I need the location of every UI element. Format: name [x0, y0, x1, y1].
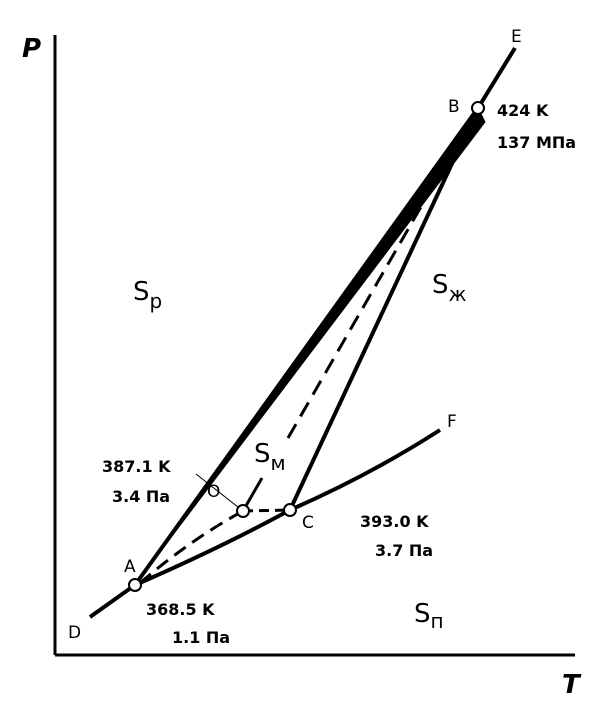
lines — [53, 35, 575, 657]
point-label: C — [302, 513, 314, 533]
metastable-line — [139, 509, 244, 585]
leader-line — [195, 473, 244, 512]
metastable-line — [286, 117, 474, 439]
region-symbol: S — [133, 277, 150, 307]
point-label: D — [68, 623, 81, 643]
y-axis-label: P — [22, 34, 41, 64]
region-subscript: р — [150, 289, 163, 313]
point-label: A — [124, 557, 136, 577]
annotation: 1.1 Па — [172, 628, 230, 647]
annotation: 424 K — [497, 101, 549, 120]
annotation: 3.4 Па — [112, 487, 170, 506]
metastable-line — [242, 508, 291, 513]
region-subscript: м — [271, 451, 286, 475]
mono-liquid-line — [288, 107, 480, 511]
region-label: Sр — [133, 277, 162, 313]
annotation: 393.0 K — [360, 512, 429, 531]
point-label: O — [207, 482, 220, 502]
region-symbol: S — [414, 599, 431, 629]
region-subscript: п — [431, 609, 444, 633]
point-markers — [128, 101, 485, 592]
region-symbol: S — [432, 270, 449, 300]
region-label: Sж — [432, 270, 467, 306]
annotation: 137 МПа — [497, 133, 576, 152]
point-marker — [283, 503, 297, 517]
region-label: Sп — [414, 599, 444, 633]
point-marker — [128, 578, 142, 592]
annotation: 387.1 K — [102, 457, 171, 476]
point-label: B — [448, 97, 460, 117]
rhombic-liquid-line — [133, 46, 517, 587]
point-label: E — [511, 27, 522, 47]
annotation: 368.5 K — [146, 600, 215, 619]
point-label: F — [447, 412, 457, 432]
point-marker — [471, 101, 485, 115]
x-axis-label: T — [562, 670, 582, 700]
point-marker — [236, 504, 250, 518]
annotation: 3.7 Па — [375, 541, 433, 560]
region-label: Sм — [254, 439, 286, 475]
region-symbol: S — [254, 439, 271, 469]
region-subscript: ж — [449, 282, 467, 306]
